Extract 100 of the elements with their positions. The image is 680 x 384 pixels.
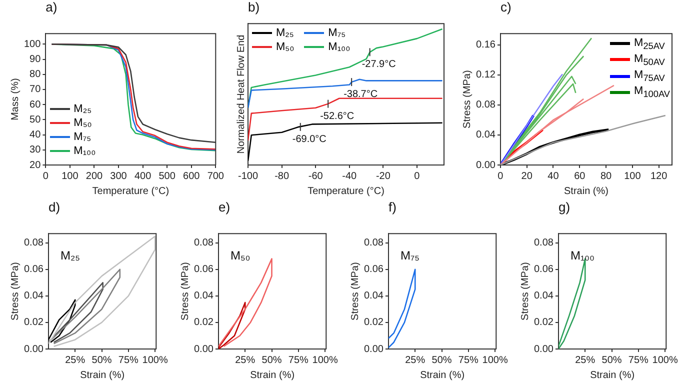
legend-label: M$_{25AV}$ <box>634 36 665 51</box>
x-tick-label: 50% <box>92 354 112 366</box>
legend-label: M$_{100AV}$ <box>634 85 670 100</box>
x-axis-title: Strain (%) <box>420 370 465 381</box>
legend-label: M₁₀₀ <box>74 145 96 157</box>
y-axis-title: Stress (MPa) <box>520 262 531 320</box>
y-tick-label: 0.00 <box>476 160 496 171</box>
x-tick-label: 100% <box>142 354 168 366</box>
y-tick-label: 0.02 <box>364 317 384 328</box>
y-tick-label: 0.04 <box>24 290 44 302</box>
x-tick-label: -80 <box>274 170 290 182</box>
x-tick-label: 100% <box>482 354 508 366</box>
chart-title: a) <box>46 0 58 14</box>
y-tick-label: 0.02 <box>24 317 44 328</box>
x-tick-label: 0 <box>498 170 504 182</box>
y-axis-title: Stress (MPa) <box>462 70 473 128</box>
y-tick-label: 20 <box>30 160 42 171</box>
y-tick-label: 0.04 <box>194 290 214 302</box>
chart-title: c) <box>500 0 512 14</box>
y-tick-label: 0.06 <box>24 264 44 276</box>
y-axis-title: Stress (MPa) <box>180 262 191 320</box>
annotation: -38.7°C <box>344 89 378 100</box>
x-tick-label: 120 <box>650 170 668 182</box>
x-tick-label: 300 <box>110 170 128 182</box>
x-tick-label: 25% <box>65 354 86 366</box>
legend-label: M₇₅ <box>328 26 346 39</box>
x-tick-label: 75% <box>458 354 479 366</box>
x-axis-title: Strain (%) <box>590 370 635 381</box>
y-tick-label: 0.04 <box>476 130 496 141</box>
x-tick-label: 25% <box>575 354 596 366</box>
y-tick-label: 0.00 <box>364 344 384 355</box>
y-axis-title: Stress (MPa) <box>350 262 361 320</box>
chart-title: e) <box>218 199 230 214</box>
x-tick-label: -60 <box>308 170 324 182</box>
y-axis-title: Stress (MPa) <box>10 262 21 320</box>
chart-title: d) <box>48 199 60 214</box>
y-tick-label: 40 <box>30 130 42 141</box>
legend-label: M$_{75AV}$ <box>634 68 665 84</box>
chart-title: f) <box>388 199 396 214</box>
annotation: M₅₀ <box>230 248 250 263</box>
annotation: -52.6°C <box>320 110 354 122</box>
x-tick-label: -40 <box>342 170 358 182</box>
y-tick-label: 100 <box>24 38 42 50</box>
y-tick-label: 0.06 <box>364 264 384 276</box>
x-tick-label: 0 <box>42 170 49 182</box>
x-tick-label: 200 <box>86 170 104 182</box>
x-tick-label: -100 <box>238 170 258 182</box>
legend-label: M$_{50AV}$ <box>634 52 665 67</box>
x-tick-label: 600 <box>183 170 200 182</box>
y-tick-label: 0.00 <box>534 344 554 355</box>
x-tick-label: 100% <box>312 354 338 366</box>
x-tick-label: 100 <box>624 170 642 182</box>
x-axis-title: Strain (%) <box>564 186 608 197</box>
y-tick-label: 0.08 <box>476 100 496 111</box>
x-axis-title: Strain (%) <box>80 370 125 381</box>
x-tick-label: 100% <box>652 354 678 366</box>
x-axis-title: Temperature (°C) <box>308 186 384 197</box>
y-tick-label: 30 <box>30 144 42 156</box>
x-tick-label: 20 <box>521 170 533 182</box>
y-tick-label: 0.08 <box>194 238 214 249</box>
x-tick-label: 50% <box>262 354 282 366</box>
y-axis-title: Mass (%) <box>10 78 21 120</box>
x-tick-label: 75% <box>118 354 139 366</box>
annotation: -69.0°C <box>292 134 326 145</box>
y-tick-label: 0.04 <box>534 290 554 302</box>
y-tick-label: 70 <box>30 84 42 96</box>
y-tick-label: 0.08 <box>364 238 384 249</box>
y-tick-label: 0.02 <box>534 317 554 328</box>
y-tick-label: 0.00 <box>194 344 214 355</box>
y-tick-label: 0.04 <box>364 290 384 302</box>
y-tick-label: 0.06 <box>534 264 554 276</box>
legend-label: M₅₀ <box>276 40 294 53</box>
x-axis-title: Strain (%) <box>250 370 295 381</box>
y-tick-label: 0.12 <box>476 70 496 81</box>
y-axis-title: Normalized Heat Flow End <box>236 34 247 154</box>
y-tick-label: 60 <box>30 99 42 110</box>
x-tick-label: 60 <box>574 170 586 182</box>
legend-label: M₂₅ <box>276 26 294 39</box>
y-tick-label: 0.00 <box>24 344 44 355</box>
annotation: -27.9°C <box>362 59 396 70</box>
chart-title: g) <box>558 199 570 214</box>
x-tick-label: 700 <box>207 170 224 182</box>
legend-label: M₁₀₀ <box>328 40 350 53</box>
x-tick-label: 100 <box>62 170 79 182</box>
x-tick-label: 50% <box>602 354 622 366</box>
x-tick-label: 0 <box>414 170 420 182</box>
y-tick-label: 80 <box>30 69 42 80</box>
x-tick-label: 25% <box>405 354 426 366</box>
chart-title: b) <box>248 0 260 14</box>
y-tick-label: 0.16 <box>476 40 496 51</box>
y-tick-label: 0.02 <box>194 317 214 328</box>
x-axis-title: Temperature (°C) <box>92 186 170 197</box>
y-tick-label: 0.08 <box>24 238 44 249</box>
y-tick-label: 90 <box>30 54 42 66</box>
annotation: M₁₀₀ <box>570 248 594 263</box>
y-tick-label: 0.06 <box>194 264 214 276</box>
x-tick-label: 80 <box>600 170 612 182</box>
x-tick-label: 75% <box>288 354 309 366</box>
legend-label: M₂₅ <box>74 103 92 115</box>
y-tick-label: 0.08 <box>534 238 554 249</box>
